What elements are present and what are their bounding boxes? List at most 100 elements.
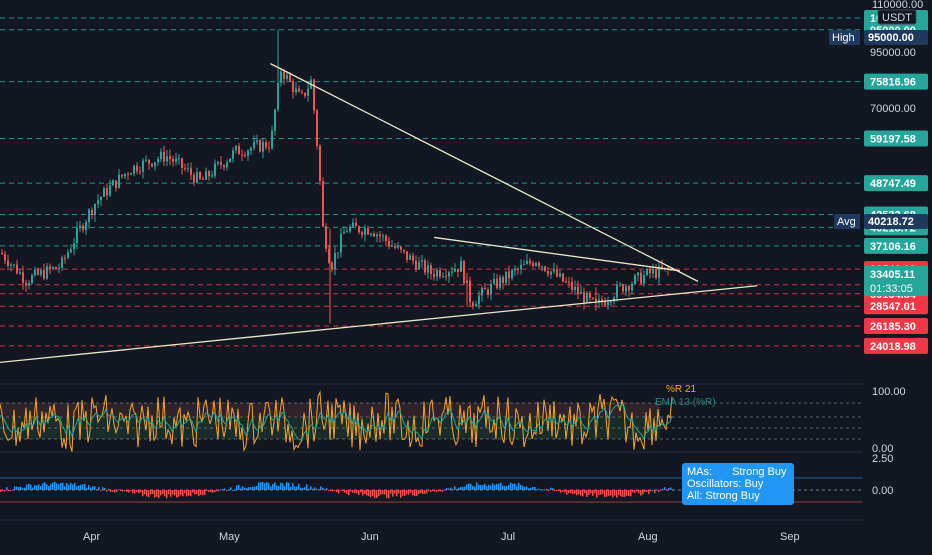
rating-bar	[482, 485, 484, 490]
rating-bar	[286, 482, 288, 490]
rating-bar	[422, 490, 424, 495]
candle-body	[535, 262, 537, 267]
rating-bar	[208, 490, 210, 492]
rating-bar	[470, 483, 472, 490]
candle-body	[139, 171, 141, 173]
rating-bar	[102, 487, 104, 490]
candle-body	[232, 150, 234, 159]
candle-body	[487, 289, 489, 295]
candle-body	[184, 168, 186, 170]
candle-body	[628, 286, 630, 291]
candle-body	[574, 286, 576, 291]
rating-bar	[200, 490, 202, 495]
candle-body	[241, 154, 243, 156]
candle-body	[355, 222, 357, 227]
osc-label: Oscillators:	[687, 478, 742, 490]
candle-body	[439, 270, 441, 277]
candle-body	[553, 269, 555, 272]
rating-bar	[48, 486, 50, 490]
rating-bar	[40, 486, 42, 490]
rating-bar	[554, 490, 556, 491]
time-axis[interactable]	[0, 522, 862, 550]
trendline[interactable]	[0, 285, 758, 372]
rating-bar	[176, 490, 178, 498]
candle-body	[154, 162, 156, 167]
candle-body	[397, 246, 399, 248]
candle-body	[643, 275, 645, 284]
candle-body	[421, 260, 423, 262]
rating-bar	[344, 490, 346, 493]
rating-bar	[98, 486, 100, 490]
candle-body	[238, 145, 240, 155]
candle-body	[112, 180, 114, 186]
rating-bar	[598, 490, 600, 495]
rating-bar	[234, 489, 236, 491]
candle-body	[37, 269, 39, 275]
candle-body	[556, 269, 558, 277]
x-tick-label: Sep	[780, 531, 800, 543]
candle-body	[10, 264, 12, 267]
rating-bar	[204, 490, 206, 495]
candle-body	[385, 235, 387, 241]
rating-bar	[590, 490, 592, 494]
candle-body	[157, 159, 159, 163]
rating-bar	[562, 490, 564, 492]
technical-ratings-box[interactable]: MAs: Strong Buy Oscillators: Buy All: St…	[682, 463, 794, 505]
rating-bar	[496, 483, 498, 490]
rating-bar	[126, 490, 128, 492]
rating-bar	[268, 483, 270, 490]
rating-bar	[632, 490, 634, 493]
candle-body	[211, 175, 213, 177]
rating-bar	[600, 490, 602, 495]
candle-body	[43, 270, 45, 279]
candle-body	[1, 252, 3, 255]
y-tick-label: 70000.00	[870, 103, 916, 115]
candle-body	[316, 110, 318, 146]
candle-body	[70, 249, 72, 253]
rating-bar	[336, 490, 338, 493]
rating-bar	[36, 485, 38, 490]
rating-bar	[78, 485, 80, 490]
rating-bar	[52, 482, 54, 490]
rating-bar	[398, 490, 400, 494]
rating-bar	[618, 490, 620, 495]
rating-bar	[172, 490, 174, 495]
rating-bar	[76, 486, 78, 490]
rating-bar	[430, 490, 432, 493]
rating-bar	[614, 490, 616, 496]
rating-bar	[106, 490, 108, 492]
trendlines[interactable]	[0, 63, 758, 372]
candle-body	[589, 292, 591, 298]
candle-body	[319, 145, 321, 182]
rating-bar	[514, 483, 516, 490]
rating-bar	[602, 490, 604, 495]
rating-bar	[542, 489, 544, 491]
x-tick-label: May	[219, 531, 240, 543]
rating-bar	[218, 490, 220, 492]
rating-bar	[512, 483, 514, 490]
rating-bar	[468, 483, 470, 490]
rating-bar	[136, 490, 138, 492]
currency-label[interactable]: USDT	[882, 12, 912, 24]
candle-body	[247, 150, 249, 156]
rating-bar	[526, 486, 528, 490]
rating-bar	[666, 490, 668, 491]
candle-body	[220, 162, 222, 166]
candle-body	[460, 260, 462, 272]
candle-body	[46, 266, 48, 279]
candle-body	[562, 273, 564, 282]
trendline[interactable]	[270, 63, 699, 282]
trendline[interactable]	[434, 236, 680, 272]
rating-bar	[426, 490, 428, 494]
candle-body	[430, 265, 432, 275]
rating-bar	[530, 487, 532, 490]
rating-bar	[534, 487, 536, 490]
candle-body	[418, 261, 420, 270]
candle-body	[508, 271, 510, 279]
currency-badge[interactable]	[877, 9, 917, 25]
rating-bar	[652, 489, 654, 491]
candle-body	[364, 228, 366, 235]
rating-bar	[94, 486, 96, 490]
